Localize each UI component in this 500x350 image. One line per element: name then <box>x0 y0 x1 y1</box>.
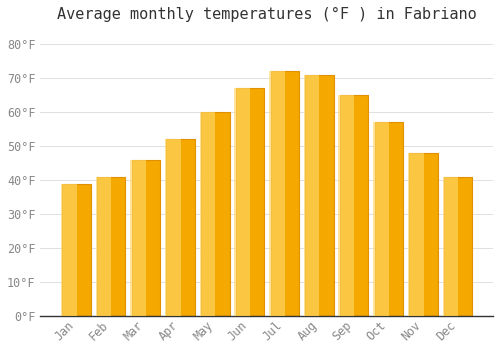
Bar <box>442 177 458 316</box>
Bar <box>236 89 264 316</box>
Bar <box>340 95 368 316</box>
Bar <box>166 139 195 316</box>
Bar <box>373 122 389 316</box>
Bar <box>305 75 334 316</box>
Bar <box>269 71 284 316</box>
Bar <box>410 153 438 316</box>
Bar <box>62 183 91 316</box>
Bar <box>200 112 216 316</box>
Bar <box>304 75 320 316</box>
Bar <box>97 177 126 316</box>
Bar <box>201 112 230 316</box>
Bar <box>374 122 403 316</box>
Bar <box>130 160 146 316</box>
Bar <box>270 71 299 316</box>
Bar <box>165 139 180 316</box>
Bar <box>408 153 424 316</box>
Bar <box>96 177 111 316</box>
Bar <box>444 177 472 316</box>
Title: Average monthly temperatures (°F ) in Fabriano: Average monthly temperatures (°F ) in Fa… <box>57 7 476 22</box>
Bar <box>338 95 354 316</box>
Bar <box>234 89 250 316</box>
Bar <box>61 183 76 316</box>
Bar <box>132 160 160 316</box>
